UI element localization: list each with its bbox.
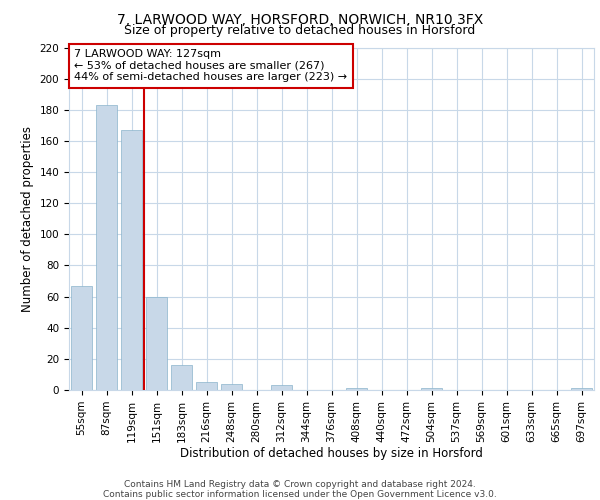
Text: 7, LARWOOD WAY, HORSFORD, NORWICH, NR10 3FX: 7, LARWOOD WAY, HORSFORD, NORWICH, NR10 … [117,12,483,26]
Bar [571,388,592,390]
Text: Contains HM Land Registry data © Crown copyright and database right 2024.
Contai: Contains HM Land Registry data © Crown c… [103,480,497,499]
Bar [146,296,167,390]
Bar [96,105,117,390]
Bar [221,384,242,390]
Bar [346,388,367,390]
Bar [71,286,92,390]
Bar [271,386,292,390]
Text: Size of property relative to detached houses in Horsford: Size of property relative to detached ho… [124,24,476,37]
Bar [171,365,192,390]
X-axis label: Distribution of detached houses by size in Horsford: Distribution of detached houses by size … [180,448,483,460]
Y-axis label: Number of detached properties: Number of detached properties [21,126,34,312]
Bar [121,130,142,390]
Text: 7 LARWOOD WAY: 127sqm
← 53% of detached houses are smaller (267)
44% of semi-det: 7 LARWOOD WAY: 127sqm ← 53% of detached … [74,49,347,82]
Bar [196,382,217,390]
Bar [421,388,442,390]
